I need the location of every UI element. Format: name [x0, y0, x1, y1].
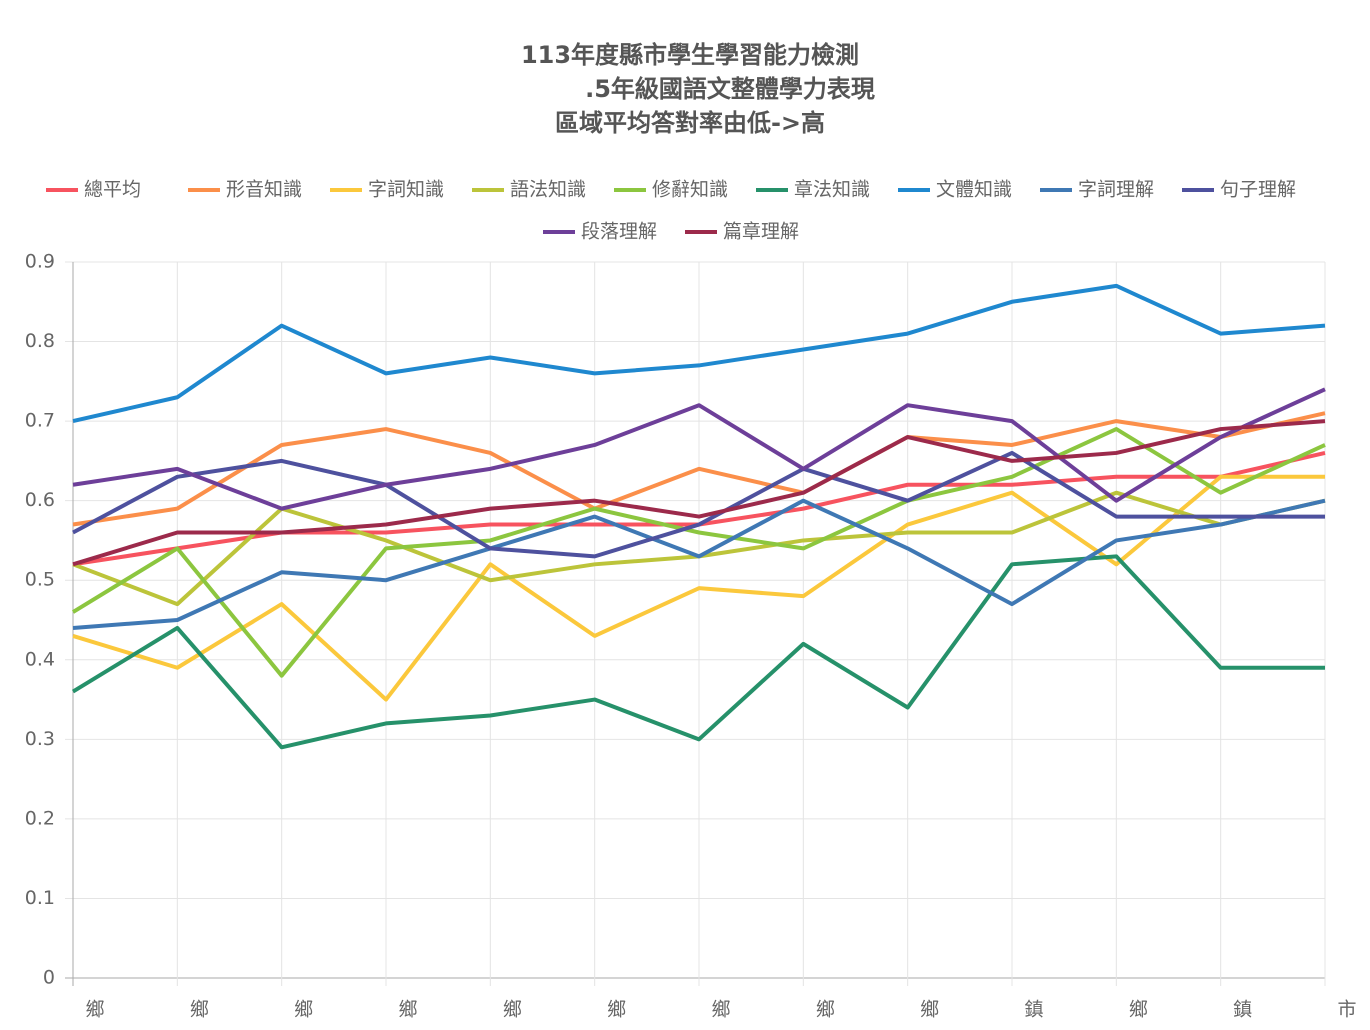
x-tick-label: 鄉 — [607, 999, 626, 1021]
x-tick-label: 鎮 — [1024, 999, 1043, 1021]
series-line — [72, 419, 1326, 567]
x-tick-label: 鄉 — [920, 999, 939, 1021]
legend-label: 文體知識 — [936, 179, 1012, 201]
x-tick-label: 鎮 — [1233, 999, 1252, 1021]
legend-label: 形音知識 — [226, 179, 302, 201]
x-tick-label: 鄉 — [503, 999, 522, 1021]
series-line — [72, 387, 1326, 511]
y-tick-label: 0.7 — [25, 410, 55, 432]
chart-title: 區域平均答對率由低->高 — [555, 109, 825, 137]
legend-label: 總平均 — [84, 179, 141, 201]
x-tick-label: 鄉 — [1129, 999, 1148, 1021]
series-line — [72, 450, 1325, 559]
y-tick-label: 0.5 — [25, 569, 55, 591]
series-line — [71, 427, 1326, 678]
y-tick-label: 0.2 — [25, 807, 55, 829]
x-tick-label: 鄉 — [816, 999, 835, 1021]
x-tick-label: 鄉 — [398, 999, 417, 1021]
series-line — [72, 474, 1325, 702]
x-tick-label: 鄉 — [190, 999, 209, 1021]
x-tick-label: 鄉 — [711, 999, 730, 1021]
series-line — [72, 283, 1326, 424]
legend-label: 語法知識 — [510, 179, 586, 201]
y-tick-label: 0.1 — [25, 887, 55, 909]
series-line — [71, 554, 1325, 750]
legend-label: 句子理解 — [1220, 179, 1296, 201]
y-tick-label: 0.4 — [25, 648, 55, 670]
chart-title: .5年級國語文整體學力表現 — [585, 75, 875, 103]
x-tick-label: 鄉 — [294, 999, 313, 1021]
x-tick-label: 市 — [1337, 999, 1356, 1021]
chart-title: 113年度縣市學生學習能力檢測 — [521, 41, 859, 69]
legend-label: 字詞知識 — [368, 179, 444, 201]
legend-label: 段落理解 — [581, 221, 657, 243]
y-tick-label: 0.6 — [25, 489, 55, 511]
series-line — [72, 411, 1326, 527]
legend-label: 篇章理解 — [723, 221, 799, 243]
x-tick-label: 鄉 — [85, 999, 104, 1021]
y-tick-label: 0.3 — [25, 728, 55, 750]
y-tick-label: 0 — [43, 967, 55, 989]
legend-label: 章法知識 — [794, 179, 870, 201]
y-tick-label: 0.9 — [25, 251, 55, 273]
series-line — [72, 498, 1326, 630]
legend-label: 字詞理解 — [1078, 179, 1154, 201]
legend-label: 修辭知識 — [652, 179, 728, 201]
y-tick-label: 0.8 — [25, 330, 55, 352]
